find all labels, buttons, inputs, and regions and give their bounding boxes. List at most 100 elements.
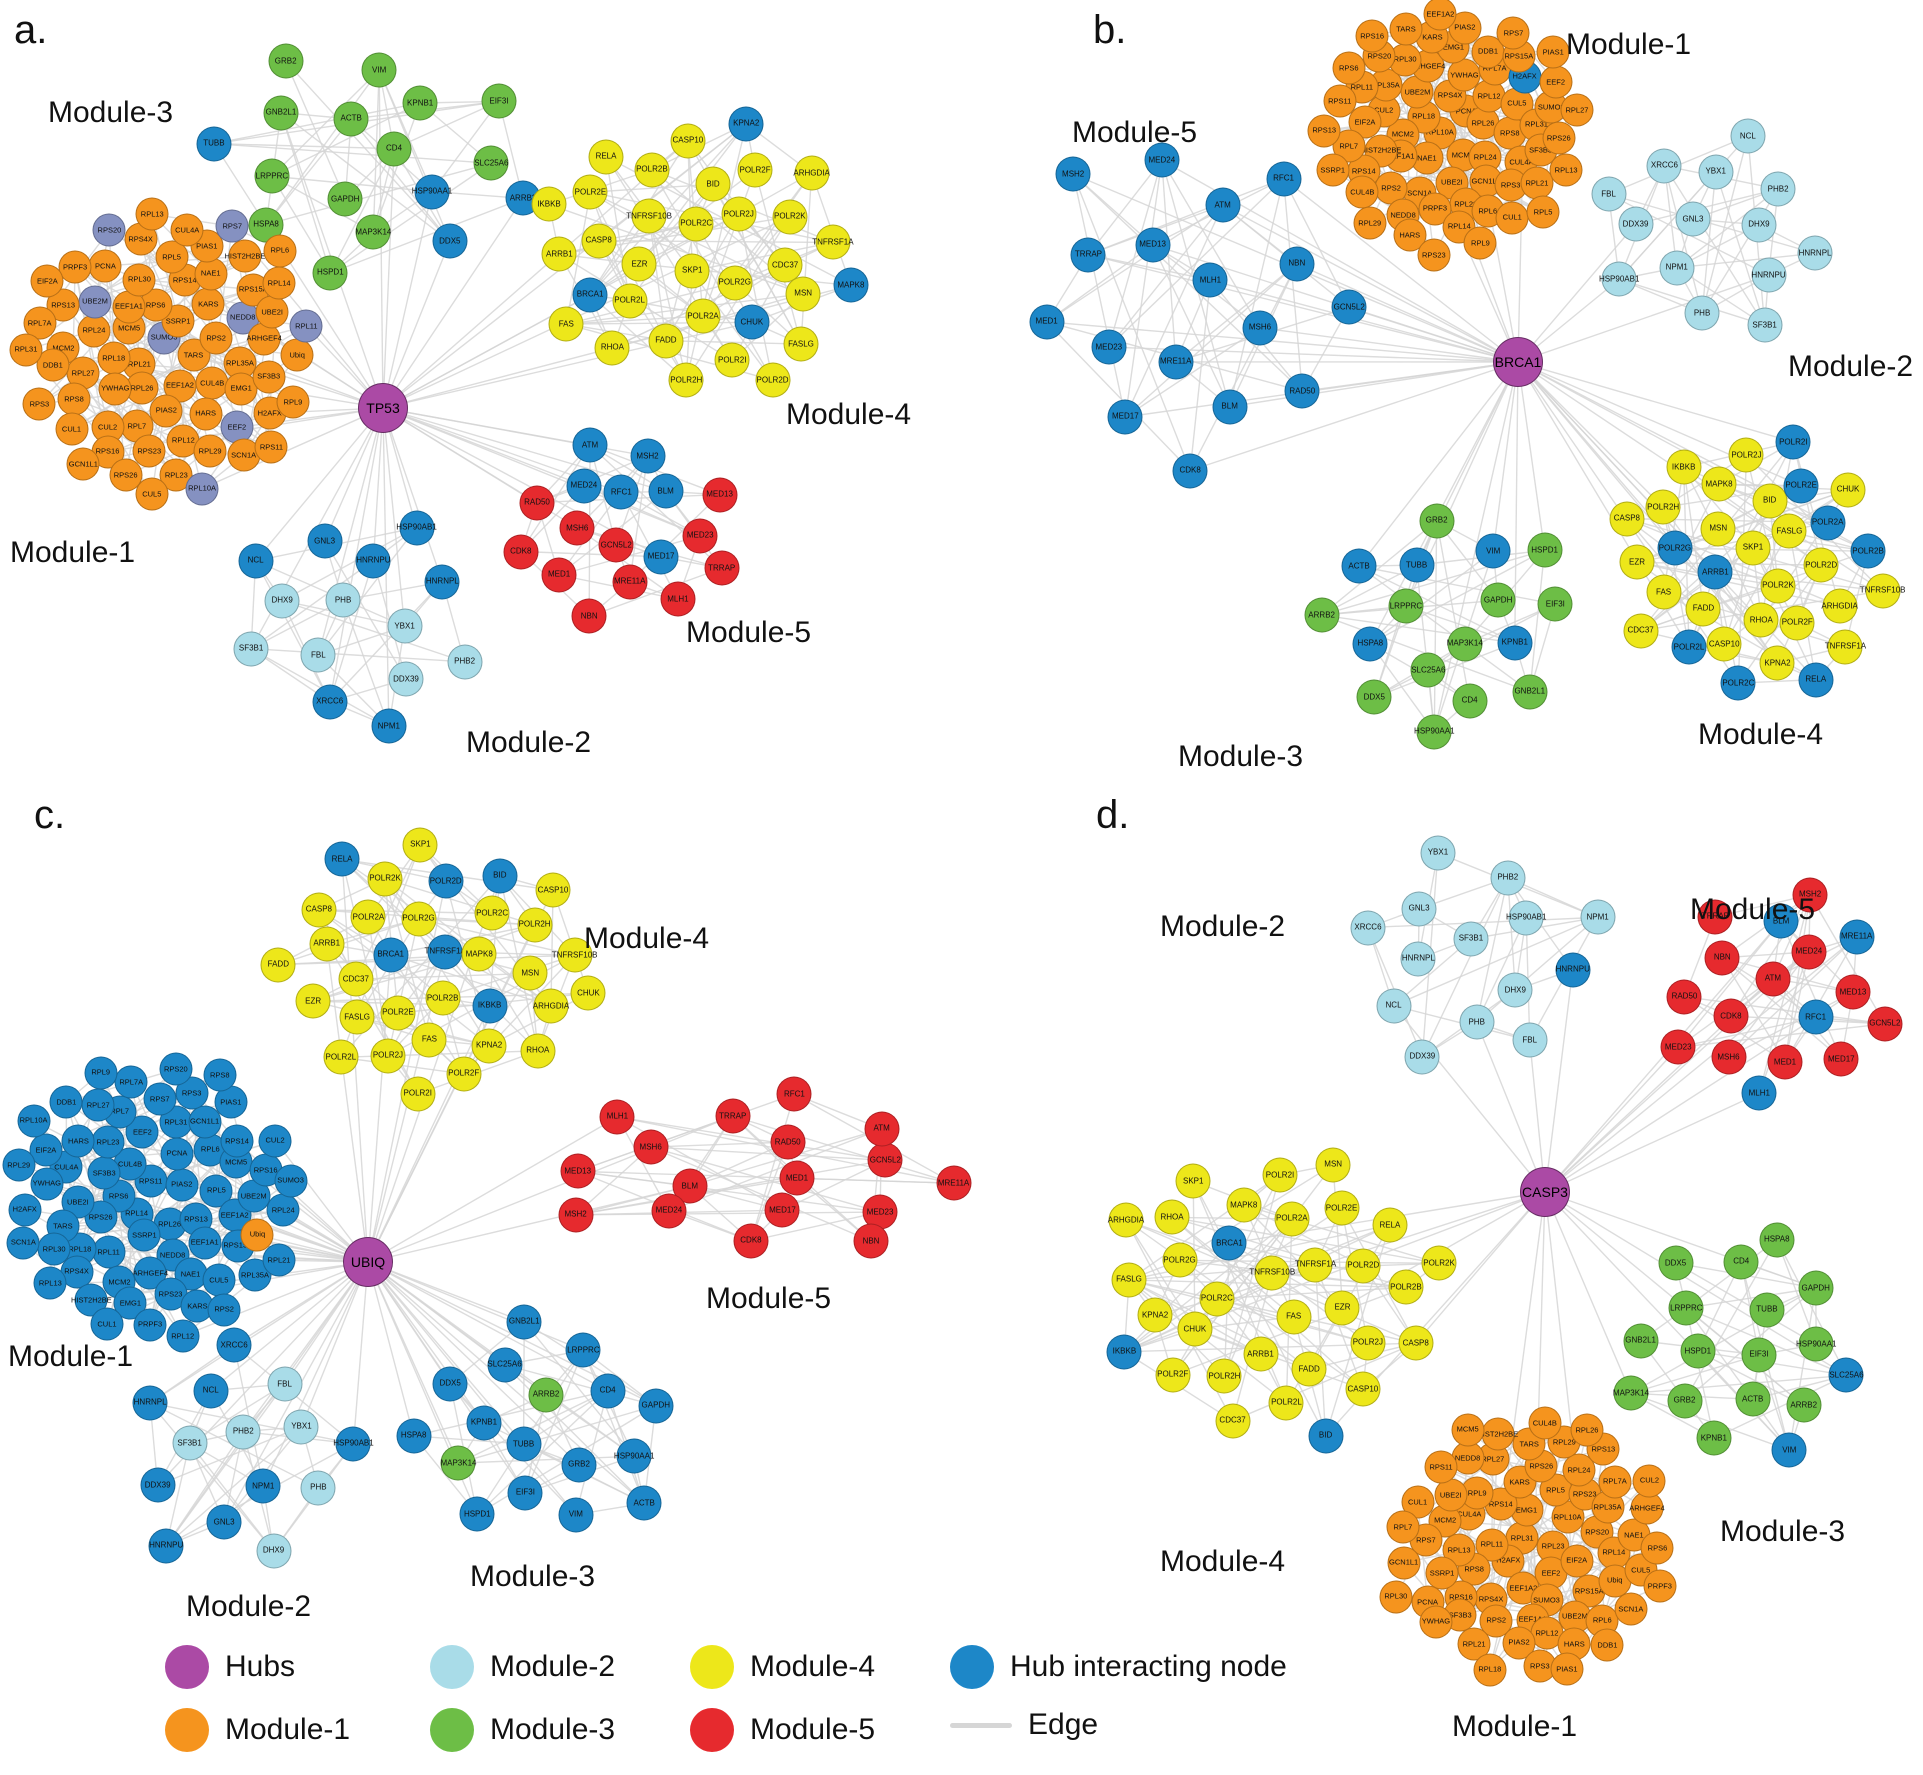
network-node[interactable]: ARRB1 xyxy=(309,926,345,962)
network-node[interactable]: MLH1 xyxy=(1192,262,1228,298)
network-node[interactable]: GRB2 xyxy=(561,1447,597,1483)
network-node[interactable]: SCN1A xyxy=(6,1226,40,1260)
network-node[interactable]: EIF3I xyxy=(1741,1337,1777,1373)
network-node[interactable]: GNL3 xyxy=(1401,891,1437,927)
network-node[interactable]: HNRNPU xyxy=(148,1528,184,1564)
hub-node[interactable]: CASP3 xyxy=(1520,1167,1570,1217)
network-node[interactable]: POLR2A xyxy=(1810,505,1846,541)
network-node[interactable]: HARS xyxy=(61,1124,95,1158)
network-node[interactable]: BID xyxy=(1308,1418,1344,1454)
network-node[interactable]: CHUK xyxy=(570,975,606,1011)
network-node[interactable]: CHUK xyxy=(734,304,770,340)
network-node[interactable]: GCN5L2 xyxy=(867,1142,903,1178)
network-node[interactable]: CD4 xyxy=(376,131,412,167)
network-node[interactable]: TNFRSF10B xyxy=(1860,573,1906,609)
network-node[interactable]: DDX39 xyxy=(388,661,424,697)
network-node[interactable]: YBX1 xyxy=(1420,835,1456,871)
network-node[interactable]: XRCC6 xyxy=(1350,910,1386,946)
network-node[interactable]: RPS3 xyxy=(22,387,56,421)
network-node[interactable]: FAS xyxy=(548,306,584,342)
network-node[interactable]: Ubiq xyxy=(280,338,314,372)
network-node[interactable]: XRCC6 xyxy=(1646,148,1682,184)
network-node[interactable]: HSPA8 xyxy=(1759,1222,1795,1258)
network-node[interactable]: POLR2I xyxy=(714,342,750,378)
network-node[interactable]: PRPF3 xyxy=(1643,1569,1677,1603)
network-node[interactable]: MED23 xyxy=(1660,1029,1696,1065)
network-node[interactable]: RPS20 xyxy=(92,213,126,247)
network-node[interactable]: POLR2G xyxy=(401,901,437,937)
network-node[interactable]: SKP1 xyxy=(1175,1163,1211,1199)
network-node[interactable]: CUL2 xyxy=(258,1124,292,1158)
network-node[interactable]: EIF2A xyxy=(1560,1544,1594,1578)
network-node[interactable]: GAPDH xyxy=(1798,1270,1834,1306)
network-node[interactable]: MED1 xyxy=(1029,304,1065,340)
network-node[interactable]: FADD xyxy=(1685,591,1721,627)
network-node[interactable]: CASP8 xyxy=(301,892,337,928)
network-node[interactable]: MED24 xyxy=(1791,934,1827,970)
network-node[interactable]: POLR2H xyxy=(1645,489,1681,525)
network-node[interactable]: MAPK8 xyxy=(461,936,497,972)
network-node[interactable]: FBL xyxy=(1591,176,1627,212)
network-node[interactable]: RHOA xyxy=(1154,1199,1190,1235)
network-node[interactable]: MAP3K14 xyxy=(440,1445,476,1481)
network-node[interactable]: CASP8 xyxy=(581,223,617,259)
network-node[interactable]: POLR2B xyxy=(1850,533,1886,569)
network-node[interactable]: GNL3 xyxy=(307,523,343,559)
network-node[interactable]: RPL13 xyxy=(1549,153,1583,187)
network-node[interactable]: H2AFX xyxy=(8,1193,42,1227)
network-node[interactable]: GRB2 xyxy=(268,43,304,79)
network-node[interactable]: POLR2C xyxy=(1199,1281,1235,1317)
network-node[interactable]: UBE2M xyxy=(78,285,112,319)
network-node[interactable]: MAP3K14 xyxy=(1447,626,1483,662)
network-node[interactable]: ACTB xyxy=(626,1485,662,1521)
network-node[interactable]: ATM xyxy=(1755,961,1791,997)
network-node[interactable]: RPL10A xyxy=(185,472,219,506)
network-node[interactable]: RPL7A xyxy=(1598,1465,1632,1499)
network-node[interactable]: RFC1 xyxy=(1266,161,1302,197)
network-node[interactable]: BRCA1 xyxy=(1211,1225,1247,1261)
network-node[interactable]: TNFRSF1A xyxy=(812,224,854,260)
network-node[interactable]: HSP90AA1 xyxy=(614,1438,654,1474)
network-node[interactable]: NCL xyxy=(193,1373,229,1409)
network-node[interactable]: EZR xyxy=(1324,1290,1360,1326)
network-node[interactable]: NPM1 xyxy=(245,1468,281,1504)
network-node[interactable]: SLC25A6 xyxy=(1828,1357,1864,1393)
network-node[interactable]: HNRNPL xyxy=(1797,235,1833,271)
network-node[interactable]: MED17 xyxy=(1107,399,1143,435)
network-node[interactable]: RPL11 xyxy=(92,1235,126,1269)
network-node[interactable]: POLR2D xyxy=(428,863,464,899)
network-node[interactable]: CDK8 xyxy=(503,534,539,569)
network-node[interactable]: TUBB xyxy=(506,1426,542,1462)
network-node[interactable]: LRPPRC xyxy=(1388,588,1424,624)
network-node[interactable]: RPL7A xyxy=(114,1065,148,1099)
network-node[interactable]: ARHGDIA xyxy=(1821,588,1858,624)
network-node[interactable]: RPS6 xyxy=(1332,51,1366,85)
network-node[interactable]: RPS26 xyxy=(1542,121,1576,155)
network-node[interactable]: EIF3I xyxy=(481,83,517,119)
network-node[interactable]: YWHAG xyxy=(30,1167,64,1201)
network-node[interactable]: KPNA2 xyxy=(1137,1297,1173,1333)
network-node[interactable]: KPNA2 xyxy=(728,106,764,142)
network-node[interactable]: RELA xyxy=(1372,1207,1408,1243)
network-node[interactable]: SSRP1 xyxy=(127,1218,161,1252)
network-node[interactable]: PIAS2 xyxy=(149,394,183,428)
network-node[interactable]: GNB2L1 xyxy=(1512,674,1548,710)
network-node[interactable]: GAPDH xyxy=(638,1388,674,1424)
network-node[interactable]: SKP1 xyxy=(1735,530,1771,566)
network-node[interactable]: POLR2H xyxy=(1206,1358,1242,1394)
network-node[interactable]: BRCA1 xyxy=(572,277,608,313)
network-node[interactable]: POLR2H xyxy=(668,362,704,398)
network-node[interactable]: CASP8 xyxy=(1398,1325,1434,1361)
network-node[interactable]: CASP10 xyxy=(535,872,571,908)
network-node[interactable]: RFC1 xyxy=(1798,999,1834,1035)
network-node[interactable]: POLR2K xyxy=(367,861,403,897)
network-node[interactable]: NPM1 xyxy=(1659,250,1695,286)
network-node[interactable]: POLR2K xyxy=(772,199,808,235)
network-node[interactable]: KARS xyxy=(191,287,225,321)
network-node[interactable]: RPL30 xyxy=(122,263,156,297)
network-node[interactable]: RPL21 xyxy=(1520,166,1554,200)
network-node[interactable]: MSH6 xyxy=(1711,1039,1747,1075)
network-node[interactable]: GCN5L2 xyxy=(1867,1006,1903,1042)
network-node[interactable]: POLR2G xyxy=(1657,530,1693,566)
network-node[interactable]: MED17 xyxy=(643,539,679,575)
